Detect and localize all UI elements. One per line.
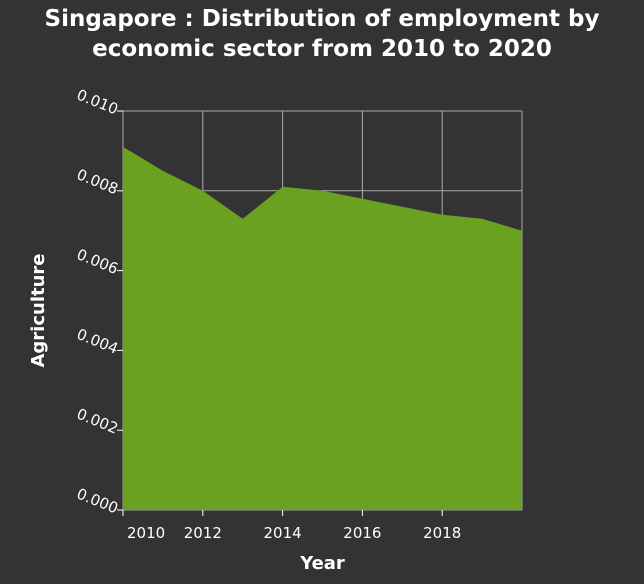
- y-tick-label-2: 0.004: [74, 325, 121, 358]
- y-tick-label-1: 0.002: [74, 405, 121, 438]
- x-tick-label-1: 2012: [184, 524, 222, 542]
- y-tick-label-0: 0.000: [74, 485, 121, 518]
- y-axis-ticks: 0.000 0.002 0.004 0.006 0.008 0.010: [74, 86, 123, 518]
- x-tick-label-2: 2014: [264, 524, 302, 542]
- chart-title: Singapore : Distribution of employment b…: [0, 4, 644, 64]
- chart-title-line1: Singapore : Distribution of employment b…: [44, 6, 600, 32]
- y-tick-label-4: 0.008: [74, 165, 121, 198]
- y-axis-label: Agriculture: [28, 253, 49, 367]
- chart-title-line2: economic sector from 2010 to 2020: [92, 36, 552, 62]
- x-axis-ticks: 2010 2012 2014 2016 2018: [122, 510, 461, 542]
- area-series-agriculture: [123, 146, 522, 510]
- y-tick-label-3: 0.006: [74, 245, 121, 278]
- x-tick-label-0: 2010: [127, 524, 165, 542]
- y-tick-label-5: 0.010: [74, 86, 121, 119]
- x-tick-label-3: 2016: [343, 524, 381, 542]
- x-tick-label-4: 2018: [423, 524, 461, 542]
- x-axis-label: Year: [299, 553, 345, 574]
